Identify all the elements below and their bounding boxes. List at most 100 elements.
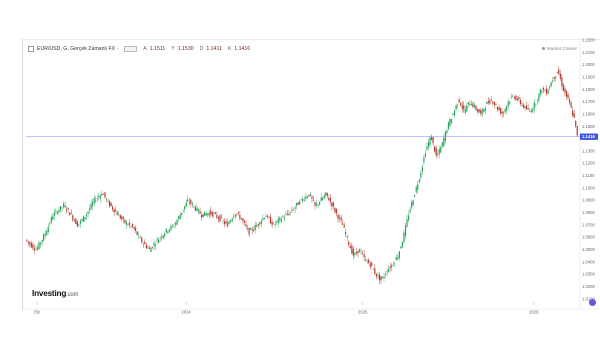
candle-body — [78, 223, 80, 225]
candle-body — [199, 210, 201, 214]
candle-body — [352, 248, 354, 256]
candle-body — [214, 212, 216, 214]
candle-body — [131, 224, 134, 227]
candle-body — [480, 110, 482, 114]
candle-body — [555, 76, 557, 78]
candle-body — [495, 103, 497, 105]
candle-body — [417, 184, 419, 190]
candle-body — [262, 217, 264, 220]
candle-body — [384, 274, 387, 275]
candle-body — [345, 232, 347, 235]
candle-body — [391, 264, 393, 268]
candle-body — [371, 262, 373, 266]
low-label: D — [199, 46, 204, 52]
candle-body — [147, 247, 149, 249]
indicator-chip[interactable] — [124, 46, 138, 52]
candle-body — [507, 101, 509, 106]
candle-body — [559, 74, 561, 79]
candle-body — [570, 102, 572, 108]
candle-body — [122, 217, 124, 219]
candle-body — [429, 137, 431, 145]
candle-body — [227, 222, 229, 227]
open-label: A — [143, 46, 147, 52]
candle-body — [351, 245, 353, 254]
candle-body — [61, 207, 63, 208]
candle-body — [55, 210, 57, 212]
candle-body — [171, 225, 174, 226]
candle-body — [368, 259, 370, 264]
y-tick-label: 1.1900 — [582, 74, 595, 79]
y-tick-label: 1.1600 — [582, 111, 595, 116]
high-value: 1.1530 — [177, 46, 194, 52]
candle-body — [434, 146, 436, 152]
candle-body — [231, 218, 233, 221]
candle-body — [383, 276, 385, 279]
chart-header: EUR/USD, G, Gerçek Zamanlı FX · A 1.1511 … — [28, 46, 253, 52]
candle-body — [138, 234, 140, 236]
candle-body — [242, 218, 244, 222]
candle-body — [427, 142, 430, 148]
candle-body — [380, 276, 382, 281]
candle-body — [266, 215, 269, 218]
candle-body — [449, 119, 451, 127]
candle-body — [256, 225, 258, 227]
candle-body — [335, 208, 338, 214]
y-tick-label: 1.0500 — [582, 247, 595, 252]
candle-body — [268, 216, 270, 218]
candle-body — [158, 239, 160, 243]
candle-body — [204, 211, 206, 216]
candle-body — [27, 241, 29, 243]
candle-body — [547, 90, 549, 94]
y-tick-label: 1.0800 — [582, 210, 595, 215]
candle-body — [493, 102, 496, 105]
collapse-icon[interactable] — [28, 46, 34, 52]
candle-body — [308, 195, 310, 197]
candle-body — [165, 228, 167, 233]
candle-body — [84, 217, 86, 220]
candle-body — [210, 210, 212, 214]
candle-body — [43, 234, 45, 241]
candle-body — [136, 231, 138, 236]
candle-body — [499, 108, 502, 114]
settings-icon[interactable] — [589, 299, 596, 306]
candle-body — [213, 213, 215, 215]
market-status-text: Market Closed — [547, 46, 577, 51]
candle-body — [401, 241, 404, 248]
candle-body — [568, 99, 571, 103]
candle-body — [328, 198, 330, 201]
candle-body — [504, 109, 506, 113]
candle-body — [228, 221, 230, 224]
y-tick-label: 1.1700 — [582, 99, 595, 104]
candle-body — [377, 275, 379, 277]
candle-body — [79, 220, 82, 224]
candle-body — [33, 248, 36, 251]
candle-body — [223, 221, 226, 225]
candle-body — [273, 222, 275, 224]
candle-body — [216, 214, 218, 218]
candle-body — [565, 90, 568, 97]
candle-body — [161, 236, 163, 238]
candle-body — [66, 209, 68, 211]
candle-body — [38, 242, 40, 250]
candle-body — [233, 216, 235, 218]
candle-body — [319, 202, 321, 205]
candle-body — [553, 76, 555, 79]
candle-body — [490, 99, 492, 101]
y-tick-label: 1.2200 — [582, 37, 595, 42]
candle-body — [453, 110, 456, 116]
candle-body — [342, 223, 344, 225]
candle-body — [108, 201, 111, 207]
candle-body — [26, 239, 28, 241]
candle-body — [363, 254, 365, 258]
candle-body — [44, 233, 46, 236]
candle-body — [184, 206, 186, 210]
candle-body — [41, 239, 43, 243]
investing-logo: Investing.com — [32, 289, 79, 298]
candle-body — [303, 199, 305, 201]
candle-body — [564, 88, 566, 93]
candle-body — [443, 138, 445, 146]
x-tick-label: Eki — [34, 310, 40, 315]
candle-body — [561, 77, 563, 86]
candle-body — [496, 106, 499, 110]
